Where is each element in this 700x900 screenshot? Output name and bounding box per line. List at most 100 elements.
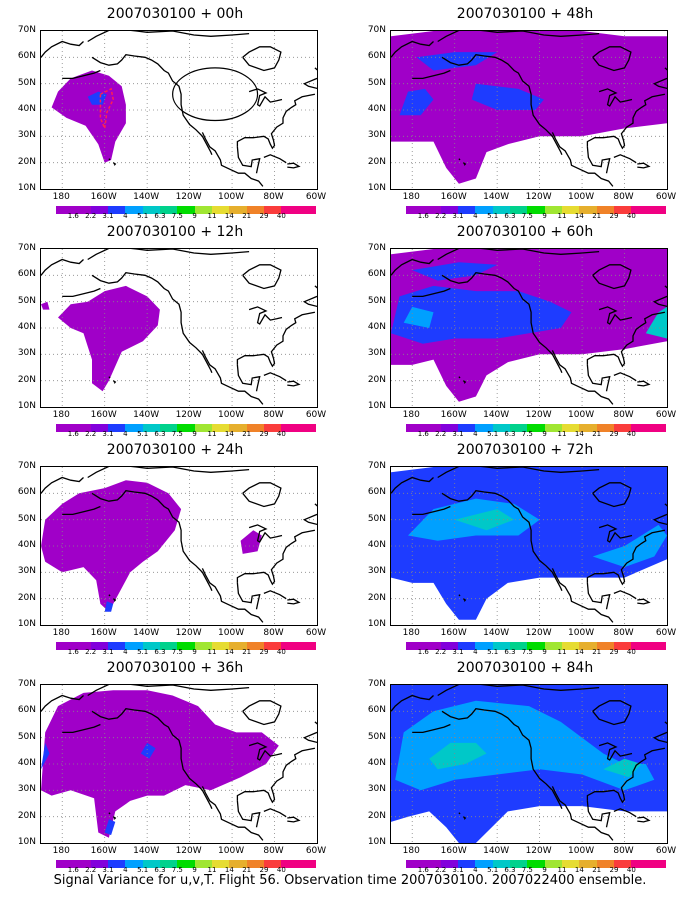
coastline xyxy=(551,786,614,841)
x-tick-label: 100W xyxy=(568,846,595,856)
colorbar-swatch xyxy=(423,206,441,214)
coastline xyxy=(41,40,84,58)
coastline xyxy=(91,54,213,156)
colorbar-swatch xyxy=(159,642,178,650)
x-tick-label: 100W xyxy=(218,846,245,856)
x-tick-label: 100W xyxy=(568,628,595,638)
coastline xyxy=(87,31,250,43)
panel-title: 2007030100 + 60h xyxy=(456,224,594,240)
variance-region xyxy=(399,88,434,116)
colorbar-swatch xyxy=(107,642,126,650)
colorbar-label: 11 xyxy=(207,866,217,874)
colorbar-swatch xyxy=(527,206,545,214)
colorbar-label: 21 xyxy=(592,212,602,220)
variance-region xyxy=(104,819,116,836)
variance-region xyxy=(58,285,160,392)
y-tick-label: 70N xyxy=(367,461,386,471)
colorbar-swatch xyxy=(281,424,299,432)
x-tick-label: 100W xyxy=(218,410,245,420)
coastline xyxy=(586,529,666,586)
colorbar-label: 1.6 xyxy=(417,212,429,220)
y-tick-label: 60N xyxy=(367,269,386,280)
colorbar-swatch xyxy=(492,642,510,650)
colorbar xyxy=(56,642,316,650)
panel-title: 2007030100 + 00h xyxy=(106,6,244,22)
contour-ring xyxy=(172,67,259,122)
colorbar-swatch xyxy=(56,206,74,214)
colorbar-swatch xyxy=(406,860,424,868)
colorbar-label: 6.3 xyxy=(154,648,166,656)
x-tick-label: 160W xyxy=(440,192,467,202)
x-tick-label: 60W xyxy=(655,628,677,638)
colorbar-swatch xyxy=(631,860,649,868)
colorbar-swatch xyxy=(263,424,282,432)
coastline xyxy=(598,524,633,543)
coastline xyxy=(236,146,261,174)
colorbar-swatch xyxy=(527,642,545,650)
colorbar-swatch xyxy=(229,860,247,868)
coastline xyxy=(652,67,667,90)
colorbar-swatch xyxy=(613,860,632,868)
y-tick-label: 30N xyxy=(17,130,36,141)
colorbar-label: 3.1 xyxy=(102,430,114,438)
coastline xyxy=(236,800,261,828)
colorbar-label: 21 xyxy=(242,212,252,220)
colorbar-label: 3.1 xyxy=(102,866,114,874)
x-tick-label: 60W xyxy=(305,846,327,856)
x-tick-label: 140W xyxy=(483,628,510,638)
variance-region xyxy=(87,91,107,105)
y-tick-label: 50N xyxy=(367,295,386,306)
coastline xyxy=(236,582,261,610)
y-tick-label: 70N xyxy=(367,679,386,689)
y-tick-label: 50N xyxy=(367,513,386,524)
coastline xyxy=(586,582,611,610)
colorbar-swatch xyxy=(211,424,230,432)
colorbar xyxy=(406,424,666,432)
colorbar xyxy=(406,206,666,214)
colorbar-label: 1.6 xyxy=(67,648,79,656)
coastline xyxy=(652,285,667,308)
colorbar-swatch xyxy=(298,642,316,650)
figure-caption: Signal Variance for u,v,T. Flight 56. Ob… xyxy=(53,873,647,888)
colorbar-swatch xyxy=(648,206,666,214)
colorbar-label: 2.2 xyxy=(435,866,447,874)
y-tick-label: 70N xyxy=(17,243,36,253)
colorbar-swatch xyxy=(177,206,195,214)
x-tick-label: 80W xyxy=(263,410,284,420)
colorbar-swatch xyxy=(406,424,424,432)
coastline xyxy=(441,708,563,810)
colorbar-swatch xyxy=(177,860,195,868)
y-tick-label: 60N xyxy=(17,487,36,498)
coastline xyxy=(412,723,451,734)
y-tick-label: 20N xyxy=(17,374,36,385)
coastline xyxy=(586,146,611,174)
y-tick-label: 10N xyxy=(17,401,36,411)
coastline xyxy=(586,747,666,804)
colorbar-swatch xyxy=(509,860,528,868)
coastline xyxy=(263,154,287,164)
colorbar-swatch xyxy=(281,860,299,868)
y-tick-label: 40N xyxy=(17,758,36,768)
map-plot xyxy=(40,466,318,626)
coastline xyxy=(613,808,637,818)
coastline xyxy=(242,700,282,726)
map-panel-12h: 2007030100 + 12h 70N 60N 50N 40N 30N 20N 10N 180… xyxy=(0,218,350,438)
colorbar-label: 14 xyxy=(574,866,584,874)
colorbar-label: 11 xyxy=(557,866,567,874)
colorbar-label: 3.1 xyxy=(102,212,114,220)
colorbar-label: 14 xyxy=(574,648,584,656)
coastline xyxy=(248,524,283,543)
x-tick-label: 120W xyxy=(525,628,552,638)
colorbar-label: 3.1 xyxy=(102,648,114,656)
y-tick-label: 40N xyxy=(367,540,386,550)
x-tick-label: 120W xyxy=(175,846,202,856)
colorbar-label: 9 xyxy=(542,648,547,656)
coastline xyxy=(287,598,301,605)
map-plot xyxy=(40,684,318,844)
colorbar-swatch xyxy=(475,860,493,868)
x-tick-label: 80W xyxy=(263,192,284,202)
colorbar-swatch xyxy=(440,642,458,650)
map-svg xyxy=(41,685,317,843)
colorbar-swatch xyxy=(142,642,160,650)
colorbar-swatch xyxy=(246,424,264,432)
